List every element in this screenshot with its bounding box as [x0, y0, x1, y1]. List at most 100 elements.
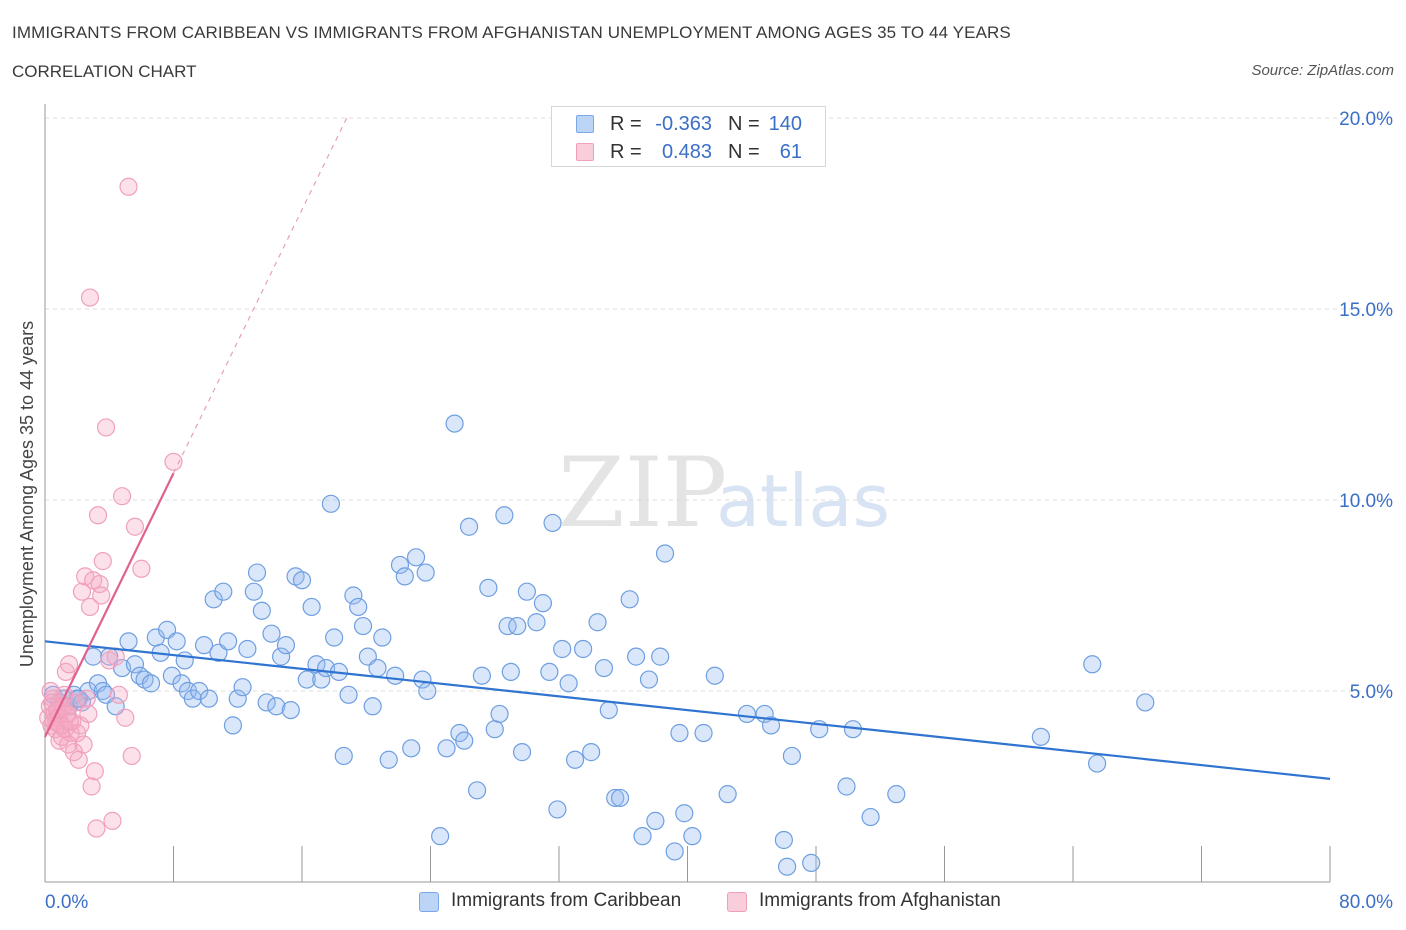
- r-label: R =: [610, 113, 642, 135]
- point-caribbean: [353, 616, 373, 636]
- point-caribbean: [705, 666, 724, 685]
- chart-subtitle: CORRELATION CHART: [12, 62, 197, 81]
- point-caribbean: [782, 746, 802, 766]
- point-caribbean: [774, 830, 793, 850]
- point-caribbean: [479, 578, 498, 597]
- point-caribbean: [431, 827, 450, 846]
- point-caribbean: [582, 743, 601, 762]
- point-caribbean: [761, 716, 781, 735]
- point-caribbean: [252, 601, 271, 620]
- point-caribbean: [495, 506, 514, 525]
- point-caribbean: [302, 597, 321, 617]
- point-caribbean: [223, 716, 243, 735]
- series-afghanistan-points: [39, 177, 183, 838]
- trend-lines: [44, 117, 1331, 780]
- point-caribbean: [737, 704, 757, 724]
- point-caribbean: [683, 827, 702, 846]
- point-afghanistan: [119, 177, 138, 196]
- point-caribbean: [386, 666, 405, 685]
- afghanistan-legend-swatch: [727, 892, 747, 912]
- trend-line-afghanistan: [44, 472, 175, 738]
- point-caribbean: [413, 670, 432, 689]
- point-caribbean: [670, 723, 689, 743]
- n-label: N =: [728, 141, 760, 163]
- point-afghanistan: [90, 574, 109, 594]
- point-caribbean: [694, 723, 713, 743]
- point-caribbean: [565, 750, 585, 769]
- n-label: N =: [728, 113, 760, 135]
- point-caribbean: [777, 857, 797, 876]
- point-afghanistan: [69, 750, 88, 769]
- point-caribbean: [272, 647, 291, 666]
- point-caribbean: [610, 788, 630, 808]
- point-caribbean: [214, 582, 233, 601]
- point-afghanistan: [132, 559, 151, 578]
- point-caribbean: [373, 628, 392, 647]
- point-caribbean: [172, 674, 191, 693]
- series-legend: Immigrants from Caribbean Immigrants fro…: [0, 889, 1406, 915]
- point-caribbean: [416, 563, 435, 582]
- point-caribbean: [599, 700, 618, 720]
- point-afghanistan: [106, 647, 125, 666]
- point-afghanistan: [87, 819, 106, 838]
- point-caribbean: [665, 842, 684, 861]
- point-caribbean: [437, 739, 456, 758]
- point-caribbean: [79, 681, 98, 701]
- point-caribbean: [175, 651, 194, 670]
- point-caribbean: [368, 658, 387, 678]
- point-caribbean: [626, 647, 646, 666]
- point-afghanistan: [72, 582, 92, 601]
- point-caribbean: [418, 681, 437, 701]
- point-caribbean: [594, 658, 614, 678]
- point-caribbean: [244, 582, 263, 601]
- point-caribbean: [390, 555, 410, 575]
- point-caribbean: [512, 743, 532, 762]
- point-caribbean: [402, 739, 421, 758]
- caribbean-legend-swatch: [419, 892, 439, 912]
- point-afghanistan: [60, 712, 79, 731]
- trend-extension-afghanistan: [172, 117, 348, 474]
- point-caribbean: [548, 800, 567, 819]
- point-afghanistan: [164, 452, 183, 471]
- watermark-atlas: atlas: [716, 459, 890, 543]
- grid-lines: [45, 117, 1392, 692]
- point-caribbean: [633, 827, 652, 846]
- point-caribbean: [459, 517, 479, 536]
- point-afghanistan: [103, 811, 122, 830]
- point-afghanistan: [93, 552, 112, 571]
- point-caribbean: [183, 689, 202, 708]
- point-caribbean: [802, 853, 821, 873]
- point-caribbean: [861, 807, 880, 827]
- point-caribbean: [718, 785, 737, 804]
- x-tick-label: 80.0%: [1339, 892, 1393, 913]
- point-caribbean: [363, 697, 382, 716]
- y-tick-label: 20.0%: [1339, 109, 1393, 130]
- chart-title: IMMIGRANTS FROM CARIBBEAN VS IMMIGRANTS …: [12, 23, 1011, 42]
- point-caribbean: [204, 590, 223, 609]
- trend-line-caribbean: [44, 640, 1331, 780]
- point-caribbean: [125, 655, 145, 674]
- point-caribbean: [167, 632, 186, 651]
- point-caribbean: [485, 720, 504, 739]
- point-afghanistan: [96, 418, 116, 437]
- point-caribbean: [238, 639, 257, 659]
- x-tick-label: 0.0%: [45, 892, 88, 913]
- stats-row-afghanistan: R = 0.483 N = 61: [552, 138, 825, 166]
- point-caribbean: [606, 788, 625, 808]
- point-caribbean: [325, 628, 344, 647]
- legend-label-afghanistan: Immigrants from Afghanistan: [759, 890, 1001, 911]
- y-tick-label: 15.0%: [1339, 300, 1393, 321]
- point-caribbean: [219, 632, 238, 651]
- point-afghanistan: [80, 597, 100, 617]
- point-afghanistan: [116, 708, 135, 727]
- point-afghanistan: [59, 735, 78, 754]
- point-caribbean: [141, 674, 161, 693]
- point-caribbean: [675, 804, 694, 823]
- point-caribbean: [639, 670, 659, 689]
- point-afghanistan: [92, 586, 111, 605]
- point-caribbean: [379, 750, 398, 769]
- point-caribbean: [257, 693, 276, 712]
- point-caribbean: [190, 681, 209, 701]
- axes: [44, 104, 1331, 883]
